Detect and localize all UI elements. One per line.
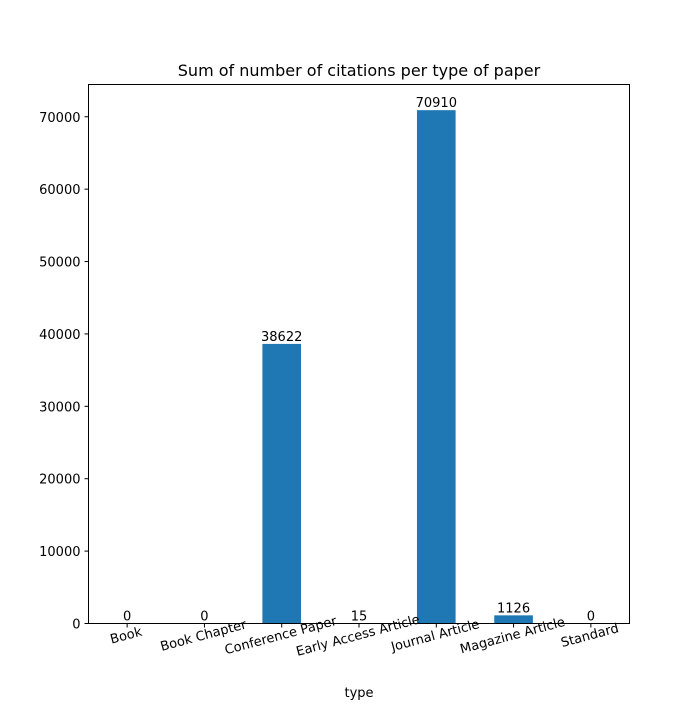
data-label-magazine-article: 1126 (497, 601, 530, 616)
data-label-conference-paper: 38622 (261, 330, 302, 345)
y-tick-label-50000: 50000 (39, 256, 80, 271)
data-label-early-access-article: 15 (351, 609, 368, 624)
data-label-book: 0 (123, 610, 131, 625)
y-tick-label-30000: 30000 (39, 400, 80, 415)
y-axis: 0 10000 20000 30000 40000 50000 60000 70000 (39, 111, 88, 633)
y-tick-label-70000: 70000 (39, 111, 80, 126)
x-tick-label-standard: Standard (559, 621, 620, 651)
y-tick-label-0: 0 (72, 618, 80, 633)
bar-journal-article (417, 110, 456, 623)
data-label-standard: 0 (587, 610, 595, 625)
data-labels-layer: 0 0 38622 15 70910 1126 0 (123, 96, 595, 624)
x-axis-label: type (344, 686, 373, 700)
y-tick-label-20000: 20000 (39, 473, 80, 488)
y-tick-label-40000: 40000 (39, 328, 80, 343)
bar-magazine-article (494, 615, 533, 623)
chart-title: Sum of number of citations per type of p… (178, 61, 541, 80)
data-label-journal-article: 70910 (416, 96, 457, 111)
y-tick-label-10000: 10000 (39, 545, 80, 560)
x-tick-label-book: Book (109, 625, 145, 648)
y-tick-label-60000: 60000 (39, 183, 80, 198)
bars-layer (262, 110, 533, 623)
bar-conference-paper (262, 344, 301, 624)
plot-frame (89, 85, 630, 624)
data-label-book-chapter: 0 (200, 610, 208, 625)
